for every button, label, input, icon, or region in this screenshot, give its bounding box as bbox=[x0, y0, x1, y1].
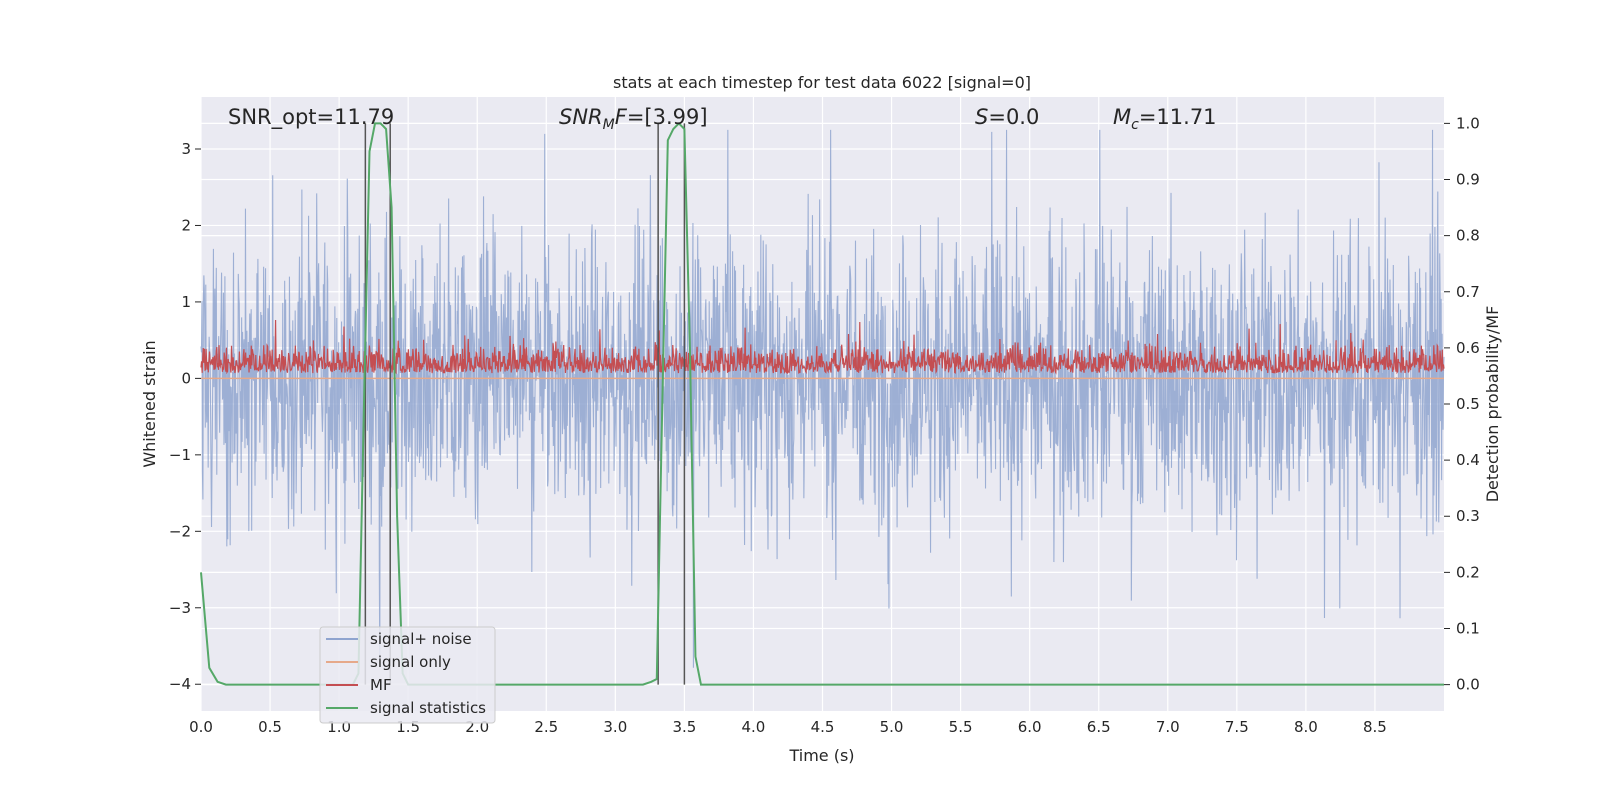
x-tick-label: 5.0 bbox=[880, 718, 904, 736]
x-ticks: 0.0 0.5 1.0 1.5 2.0 2.5 3.0 3.5 4.0 4.5 5.0 5.5 6.0 6… bbox=[189, 718, 1387, 736]
y-tick-label-right: 0.0 bbox=[1456, 676, 1480, 694]
y-tick-label-left: −1 bbox=[169, 446, 191, 464]
annotation-snr-mf-sub: M bbox=[603, 117, 615, 133]
y-tick-label-right: 0.3 bbox=[1456, 507, 1480, 525]
annotation-mc-value: =11.71 bbox=[1139, 105, 1217, 129]
series-mf bbox=[200, 320, 1445, 375]
y-tick-label-right: 0.4 bbox=[1456, 451, 1480, 469]
x-tick-label: 8.0 bbox=[1294, 718, 1318, 736]
annotation-snr-opt: SNR_opt=11.79 bbox=[228, 105, 394, 130]
x-tick-label: 5.5 bbox=[949, 718, 973, 736]
x-tick-label: 8.5 bbox=[1363, 718, 1387, 736]
y-tick-label-right: 0.8 bbox=[1456, 227, 1480, 245]
series-signal-noise bbox=[200, 129, 1445, 668]
x-tick-label: 7.0 bbox=[1156, 718, 1180, 736]
y-ticks-right: 1.0 0.9 0.8 0.7 0.6 0.5 0.4 0.3 0.2 0.1 0.0 bbox=[1444, 114, 1480, 694]
x-tick-label: 6.5 bbox=[1087, 718, 1111, 736]
x-tick-label: 3.5 bbox=[672, 718, 696, 736]
legend-label-signal-only: signal only bbox=[370, 653, 451, 671]
y-tick-label-left: 3 bbox=[181, 140, 191, 158]
x-tick-label: 2.5 bbox=[534, 718, 558, 736]
y-tick-label-right: 0.1 bbox=[1456, 619, 1480, 637]
annotation-mc-label: M bbox=[1113, 105, 1131, 129]
y-axis-label-right: Detection probability/MF bbox=[1483, 306, 1502, 503]
x-tick-label: 3.0 bbox=[603, 718, 627, 736]
y-tick-label-right: 0.6 bbox=[1456, 339, 1480, 357]
annotation-snr-mf: SNRMF=[3.99] bbox=[559, 105, 708, 133]
annotation-mc: Mc=11.71 bbox=[1113, 105, 1217, 133]
y-ticks-left: 3 2 1 0 −1 −2 −3 −4 bbox=[169, 140, 201, 693]
x-tick-label: 0.0 bbox=[189, 718, 213, 736]
x-axis-label: Time (s) bbox=[788, 746, 854, 765]
legend-label-signal-statistics: signal statistics bbox=[370, 699, 486, 717]
annotation-snr-mf-italic: SNR bbox=[559, 105, 603, 129]
y-axis-label-left: Whitened strain bbox=[140, 340, 159, 467]
y-tick-label-right: 0.9 bbox=[1456, 171, 1480, 189]
annotation-s: S=0.0 bbox=[975, 105, 1039, 129]
y-tick-label-left: 0 bbox=[181, 369, 191, 387]
y-tick-label-right: 0.5 bbox=[1456, 395, 1480, 413]
annotation-s-label: S bbox=[975, 105, 988, 129]
y-tick-label-left: 2 bbox=[181, 216, 191, 234]
annotation-mc-sub: c bbox=[1131, 117, 1139, 133]
y-tick-label-left: −3 bbox=[169, 599, 191, 617]
y-tick-label-right: 1.0 bbox=[1456, 114, 1480, 132]
x-tick-label: 6.0 bbox=[1018, 718, 1042, 736]
annotation-s-value: =0.0 bbox=[988, 105, 1039, 129]
x-tick-label: 7.5 bbox=[1225, 718, 1249, 736]
y-tick-label-right: 0.7 bbox=[1456, 283, 1480, 301]
y-tick-label-right: 0.2 bbox=[1456, 563, 1480, 581]
legend-label-signal-noise: signal+ noise bbox=[370, 630, 472, 648]
legend: signal+ noise signal only MF signal stat… bbox=[319, 626, 496, 724]
y-tick-label-left: −4 bbox=[169, 675, 191, 693]
x-tick-label: 0.5 bbox=[258, 718, 282, 736]
x-tick-label: 4.0 bbox=[742, 718, 766, 736]
annotation-snr-mf-value: =[3.99] bbox=[627, 105, 708, 129]
y-tick-label-left: 1 bbox=[181, 293, 191, 311]
chart-title: stats at each timestep for test data 602… bbox=[613, 73, 1031, 92]
legend-box bbox=[319, 626, 496, 724]
legend-label-mf: MF bbox=[370, 676, 392, 694]
annotation-snr-mf-tail: F bbox=[615, 105, 628, 129]
y-tick-label-left: −2 bbox=[169, 522, 191, 540]
x-tick-label: 4.5 bbox=[811, 718, 835, 736]
